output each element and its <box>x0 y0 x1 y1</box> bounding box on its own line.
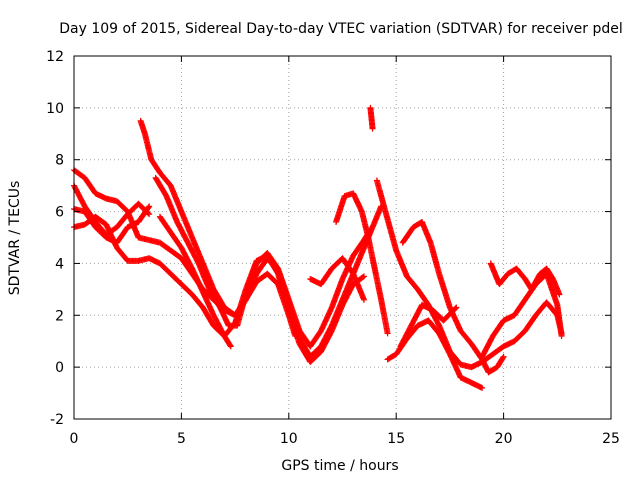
data-point <box>453 304 460 311</box>
series-trace-13 <box>384 317 486 391</box>
series-trace-9 <box>333 190 391 337</box>
data-point <box>146 211 153 218</box>
data-point <box>360 296 367 303</box>
x-tick-label: 25 <box>602 431 620 447</box>
data-point <box>384 330 391 337</box>
chart-title: Day 109 of 2015, Sidereal Day-to-day VTE… <box>59 21 623 37</box>
data-point <box>369 125 376 132</box>
series-trace-7 <box>156 213 367 365</box>
data-points <box>71 104 565 391</box>
series-trace-4 <box>71 203 153 246</box>
y-axis-label: SDTVAR / TECUs <box>7 181 23 296</box>
grid-lines <box>74 56 611 419</box>
y-tick-label: 4 <box>55 256 64 272</box>
data-point <box>499 354 506 361</box>
y-tick-label: 6 <box>55 205 64 221</box>
series-trace-14 <box>397 301 460 350</box>
series-trace-16 <box>487 260 563 298</box>
y-tick-label: 10 <box>46 101 64 117</box>
y-tick-label: -2 <box>50 412 64 428</box>
data-point <box>227 342 234 349</box>
data-point <box>452 305 459 312</box>
data-point <box>558 333 565 340</box>
x-tick-label: 0 <box>70 431 79 447</box>
x-tick-label: 15 <box>387 431 405 447</box>
x-tick-label: 10 <box>280 431 298 447</box>
data-point <box>145 204 152 211</box>
series-trace-2 <box>71 182 153 238</box>
x-axis-label: GPS time / hours <box>281 458 398 474</box>
data-point <box>227 343 234 350</box>
x-tick-label: 20 <box>495 431 513 447</box>
series-trace-10 <box>367 104 376 132</box>
y-tick-label: 8 <box>55 153 64 169</box>
y-tick-label: 12 <box>46 49 64 65</box>
y-tick-label: 0 <box>55 360 64 376</box>
data-point <box>556 291 563 298</box>
plot-frame <box>73 55 612 420</box>
series-trace-15 <box>479 270 565 360</box>
axis-ticks: 0 5 10 15 20 25 -2 0 2 4 6 8 10 12 <box>46 49 620 447</box>
y-tick-label: 2 <box>55 308 64 324</box>
data-point <box>500 353 507 360</box>
data-point <box>360 273 367 280</box>
series-trace-3 <box>71 213 234 350</box>
series-trace-8 <box>307 255 367 303</box>
data-point <box>360 274 367 281</box>
series-trace-12 <box>399 218 507 376</box>
data-point <box>479 384 486 391</box>
x-tick-label: 5 <box>177 431 186 447</box>
data-point <box>146 203 153 210</box>
